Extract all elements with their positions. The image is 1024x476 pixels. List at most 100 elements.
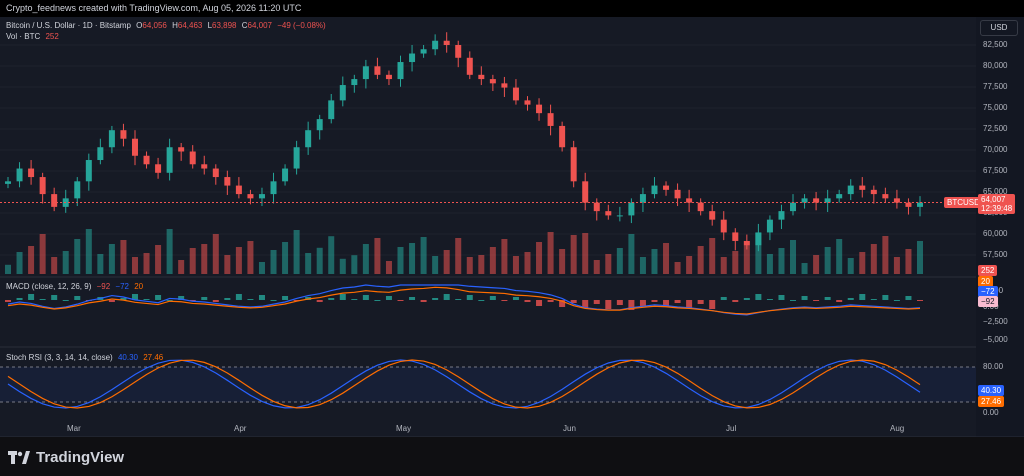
candle-body [709,211,716,220]
volume-bar [917,240,923,274]
candle-body [201,164,208,169]
macd-histogram-bar [882,295,889,300]
macd-histogram-bar [639,300,646,306]
macd-histogram-bar [62,300,69,301]
candle-body [339,85,346,101]
candle-body [328,100,335,120]
price-tick: 67,500 [983,166,1008,175]
time-label: Jul [726,424,737,433]
tradingview-logo-icon [8,450,30,464]
stoch-k-tag: 40.30 [978,385,1005,396]
time-label: May [396,424,412,433]
macd-histogram-bar [570,300,577,303]
candle-body [143,155,150,165]
candle-body [28,168,35,178]
price-tick: 75,000 [983,103,1008,112]
volume-bar [351,255,358,274]
tradingview-logo[interactable]: TradingView [8,449,124,466]
candle-body [836,194,843,199]
macd-histogram-bar [28,294,35,300]
macd-histogram-bar [524,300,531,302]
macd-histogram-bar [697,300,704,304]
macd-histogram-bar [5,300,11,302]
last-price-value: 64,007 [981,195,1006,204]
volume-bar [270,250,277,274]
candle-body [443,40,450,45]
macd-label: MACD (close, 12, 26, 9) [6,282,92,291]
macd-histogram-bar [409,297,416,300]
macd-histogram-bar [120,298,127,300]
volume-bar [212,234,219,274]
macd-histogram-bar [166,300,173,301]
stoch-d-tag: 27.46 [978,396,1005,407]
volume-bar [893,257,900,274]
macd-histogram-bar [235,294,242,300]
candle-body [258,194,265,199]
macd-histogram-bar [720,297,727,300]
volume-bar [201,244,208,274]
macd-tick: −5,000 [983,335,1008,344]
volume-bar [339,258,346,274]
volume-bar [108,244,115,274]
volume-bar [593,260,600,274]
macd-histogram-bar [766,299,773,300]
macd-histogram-bar [536,300,543,306]
currency-button[interactable]: USD [980,20,1018,36]
candle-body [847,185,854,195]
stoch-tick: 80.00 [983,362,1004,371]
price-axis[interactable] [976,17,1024,437]
volume-bar [697,246,704,274]
macd-histogram-bar [732,300,739,302]
main-legend: Bitcoin / U.S. Dollar · 1D · Bitstamp O6… [6,21,329,30]
volume-bar [374,238,381,274]
candle-body [605,211,612,216]
close-label: C [241,21,248,30]
candle-body [155,164,162,173]
price-tick: 77,500 [983,82,1008,91]
candle-body [570,147,577,182]
candle-body [409,53,416,63]
macd-histogram-bar [755,294,762,300]
volume-bar [178,260,185,274]
candle-body [282,168,289,182]
volume-bar [709,238,716,274]
candle-body [235,185,242,195]
macd-histogram-bar [847,298,854,300]
candle-body [905,202,912,207]
volume-bar [478,255,485,274]
volume-bar [62,251,69,274]
candle-body [374,66,381,75]
time-label: Aug [890,424,905,433]
stoch-k-value: 40.30 [117,353,138,362]
candle-body [720,219,727,233]
macd-histogram-bar [397,300,404,301]
change-value: −49 (−0.08%) [277,21,326,30]
volume-bar [501,239,508,274]
candle-body [651,185,658,195]
macd-histogram-bar [270,300,277,301]
macd-histogram-bar [339,294,346,300]
macd-histogram-bar [420,300,427,302]
macd-histogram-bar [374,300,381,301]
volume-bar [16,252,23,274]
candle-body [270,181,277,195]
macd-histogram-bar [466,295,473,300]
stoch-k-line [7,359,921,409]
volume-bar [224,255,231,274]
macd-histogram-bar [674,300,681,303]
candle-body [51,194,58,207]
open-label: O [136,21,143,30]
candle-body [859,185,866,190]
volume-bar [397,247,404,274]
candle-body [351,79,358,86]
stoch-rsi-legend: Stoch RSI (3, 3, 14, 14, close) 40.30 27… [6,353,166,362]
macd-histogram-bar [512,297,519,300]
macd-value-1: −92 [96,282,111,291]
volume-bar [455,238,462,274]
candle-body [536,104,543,114]
stoch-rsi-band [0,367,976,402]
candle-body [131,138,138,156]
macd-histogram-bar [178,296,185,300]
macd-histogram-bar [917,300,923,301]
low-label: L [207,21,213,30]
